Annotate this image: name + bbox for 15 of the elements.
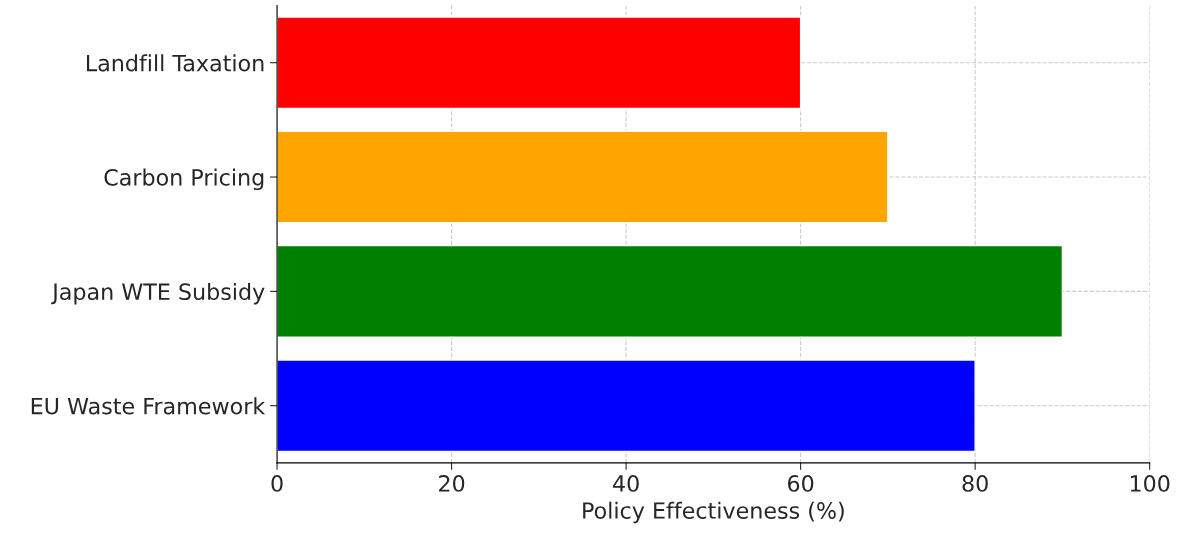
bar	[277, 244, 1064, 338]
y-tick-label: Carbon Pricing	[104, 168, 264, 191]
bar	[277, 16, 802, 110]
bar	[277, 130, 889, 224]
x-axis-title: Policy Effectiveness (%)	[583, 501, 844, 524]
y-tick-label: Japan WTE Subsidy	[51, 282, 265, 305]
y-tick-label: Landfill Taxation	[86, 54, 264, 72]
x-tick-label: 40	[613, 475, 639, 492]
x-tick-label: 60	[788, 475, 814, 492]
x-tick-label: 0	[271, 475, 283, 492]
bar	[277, 359, 976, 453]
x-tick-label: 80	[962, 475, 988, 492]
x-tick-label: 20	[439, 475, 465, 492]
x-tick-label: 100	[1130, 475, 1170, 492]
y-tick-label: EU Waste Framework	[31, 397, 266, 415]
